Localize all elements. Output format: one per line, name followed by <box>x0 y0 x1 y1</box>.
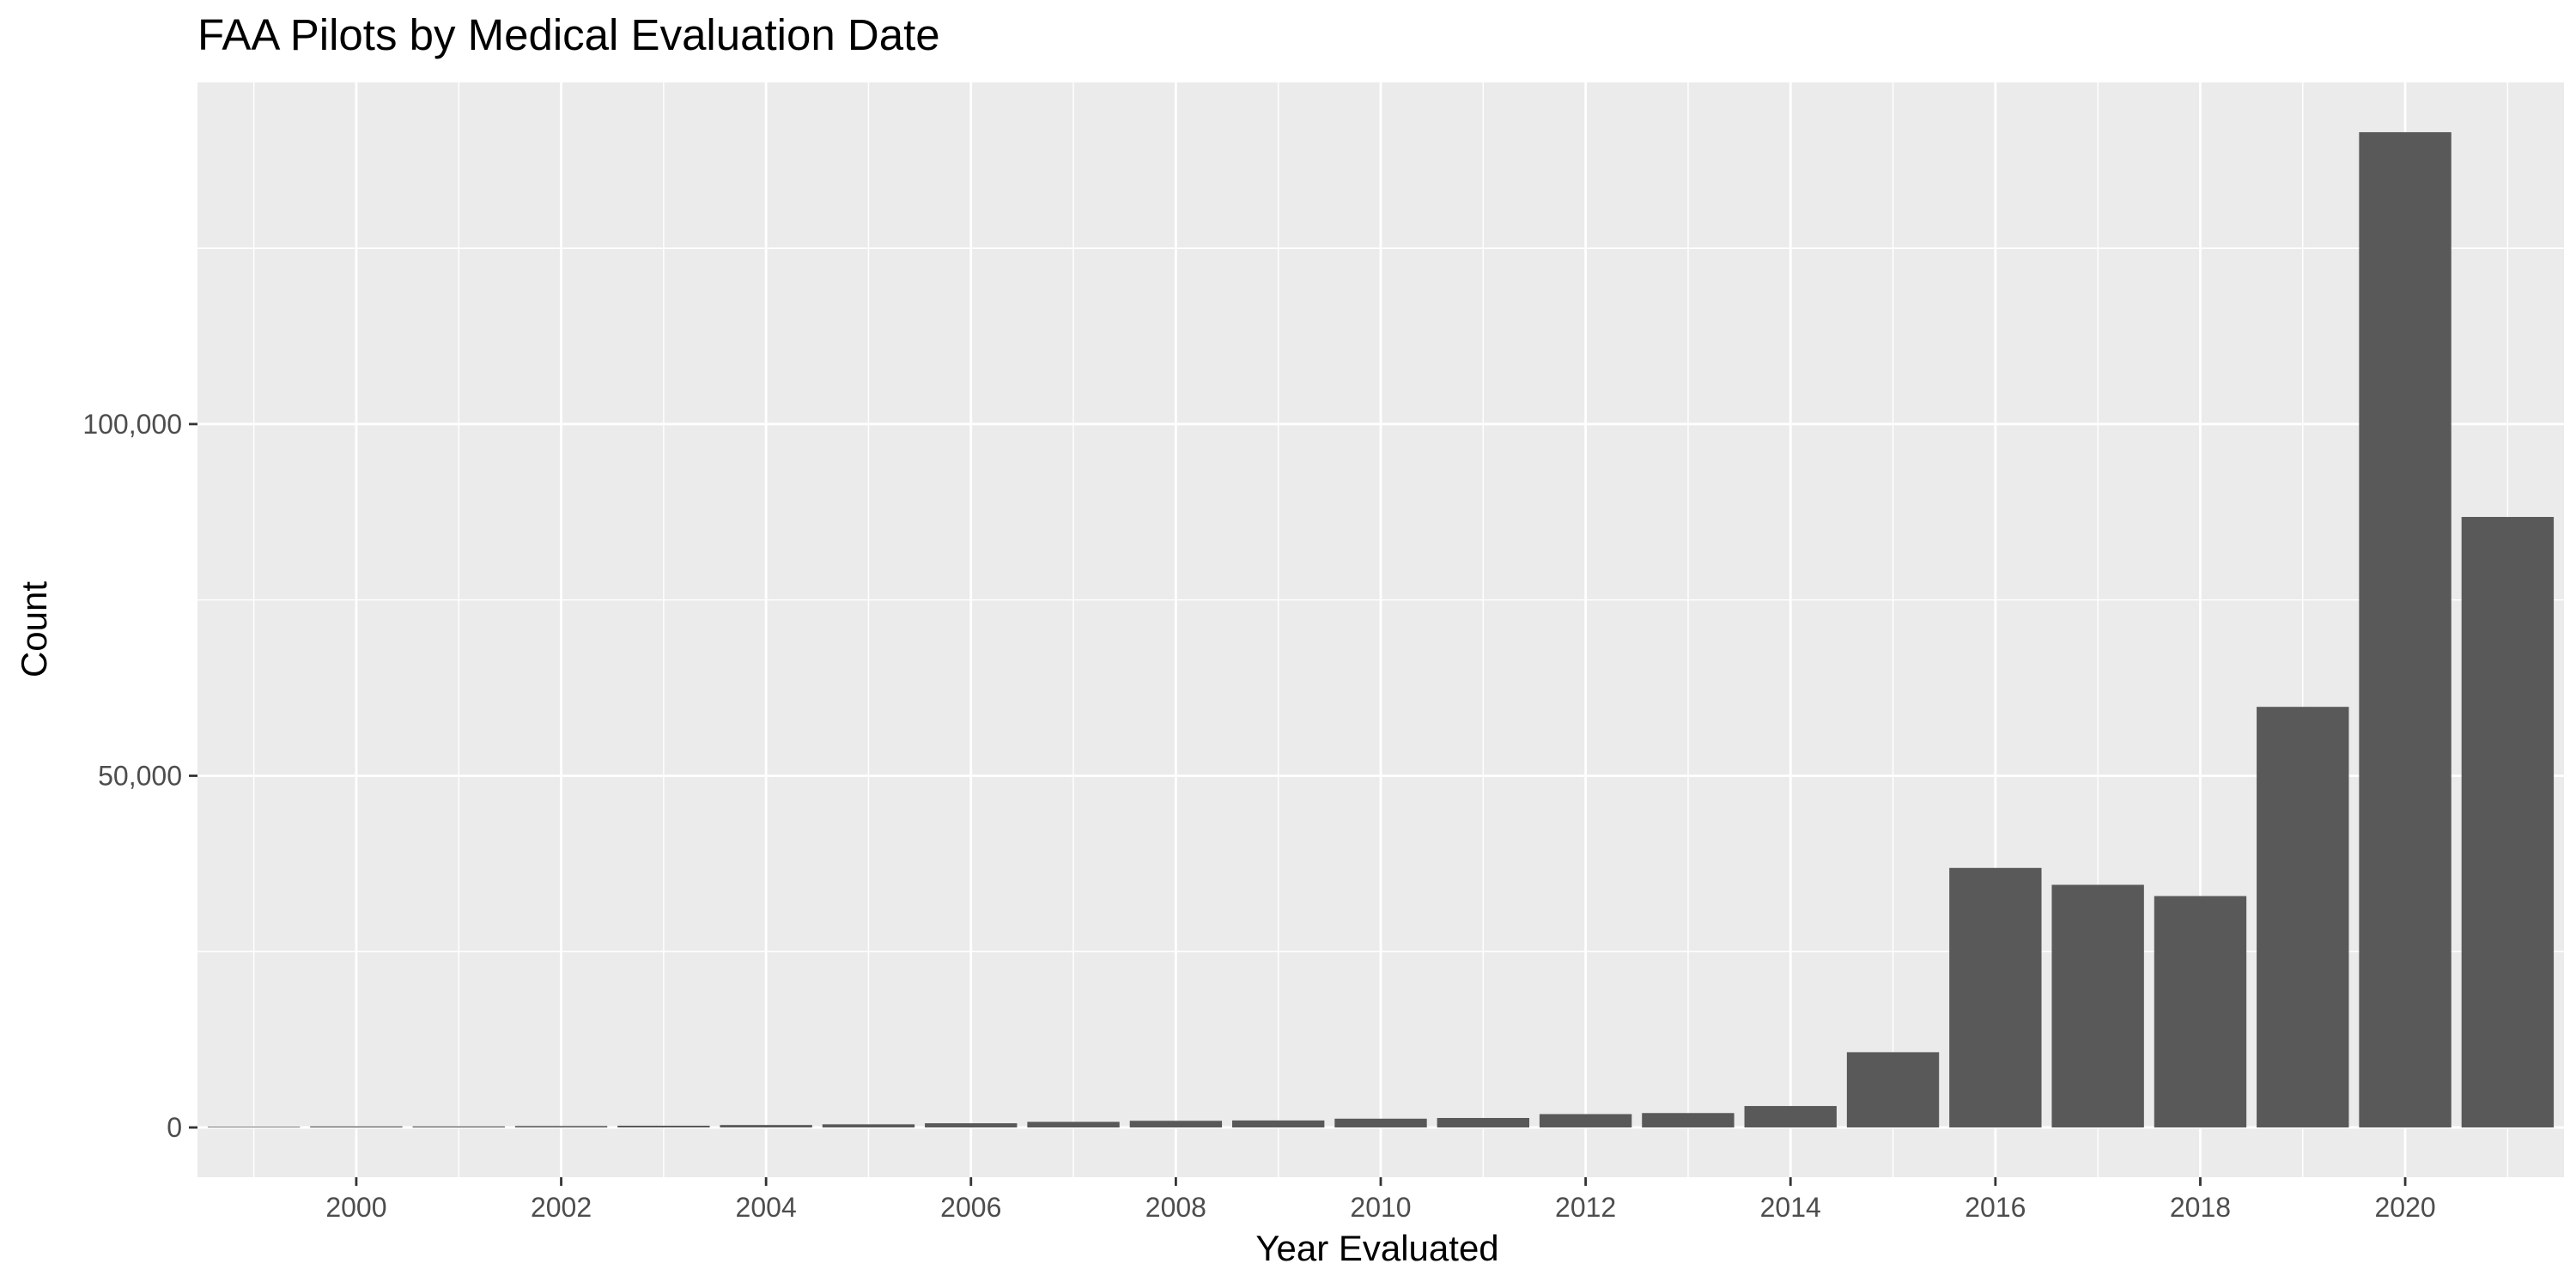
y-tick-label: 0 <box>167 1112 182 1143</box>
bar-2019 <box>2257 707 2349 1128</box>
bar-2004 <box>720 1125 812 1128</box>
y-tick-label: 50,000 <box>98 760 182 791</box>
bar-2014 <box>1744 1106 1837 1128</box>
bar-2006 <box>925 1123 1018 1128</box>
bar-2009 <box>1232 1120 1325 1128</box>
x-tick-label: 2020 <box>2374 1192 2435 1223</box>
x-tick-label: 2010 <box>1350 1192 1411 1223</box>
bar-2021 <box>2461 517 2555 1128</box>
bar-2010 <box>1334 1118 1427 1128</box>
bar-2018 <box>2154 896 2247 1128</box>
chart-title: FAA Pilots by Medical Evaluation Date <box>197 10 940 59</box>
bar-2020 <box>2359 131 2451 1128</box>
major-gridlines <box>197 82 2564 1177</box>
x-tick-label: 2016 <box>1965 1192 2026 1223</box>
bar-2008 <box>1129 1121 1223 1128</box>
bars <box>207 131 2555 1128</box>
x-tick-label: 2014 <box>1760 1192 1821 1223</box>
x-tick-label: 2008 <box>1145 1192 1206 1223</box>
y-axis: 0 50,000 100,000 <box>82 409 197 1143</box>
y-tick-label: 100,000 <box>82 409 182 440</box>
bar-2003 <box>617 1125 710 1128</box>
x-tick-label: 2012 <box>1555 1192 1616 1223</box>
x-tick-label: 2002 <box>531 1192 592 1223</box>
x-tick-label: 2000 <box>325 1192 386 1223</box>
x-axis-title: Year Evaluated <box>1255 1228 1498 1268</box>
bar-2016 <box>1949 867 2042 1128</box>
bar-2007 <box>1027 1121 1120 1128</box>
bar-2013 <box>1642 1113 1735 1128</box>
x-axis: 2000 2002 2004 2006 2008 2010 2012 2014 2016 2018… <box>325 1177 2436 1223</box>
x-tick-label: 2004 <box>736 1192 797 1223</box>
bar-2012 <box>1539 1114 1632 1128</box>
bar-2005 <box>822 1124 915 1128</box>
x-tick-label: 2018 <box>2170 1192 2231 1223</box>
bar-2017 <box>2051 884 2144 1128</box>
bar-2015 <box>1846 1052 1940 1128</box>
x-tick-label: 2006 <box>940 1192 1001 1223</box>
bar-2011 <box>1437 1117 1529 1128</box>
y-axis-title: Count <box>14 581 54 677</box>
bar-2002 <box>514 1126 608 1128</box>
